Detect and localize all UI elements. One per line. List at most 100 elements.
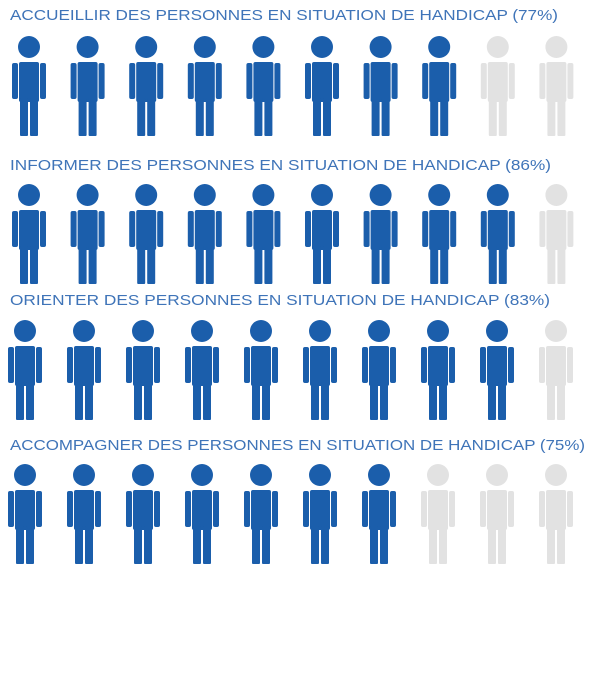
icon-arm <box>70 63 77 99</box>
icon-arm <box>8 347 14 383</box>
icon-arm <box>390 347 396 383</box>
icon-arm <box>422 63 429 99</box>
person-icon <box>480 184 515 284</box>
person-icon <box>185 464 219 564</box>
icon-arm <box>333 211 339 247</box>
icon-arm <box>450 211 457 247</box>
person-icon <box>67 464 101 564</box>
person-icon <box>363 184 398 284</box>
icon-leg <box>85 382 93 420</box>
icon-leg <box>380 526 388 564</box>
icon-arm <box>213 347 219 383</box>
icon-arm <box>480 211 487 247</box>
icon-arm <box>154 347 160 383</box>
icon-leg <box>429 382 437 420</box>
icon-leg <box>262 382 270 420</box>
icon-leg <box>264 98 273 136</box>
icon-leg <box>313 246 321 284</box>
icon-torso <box>546 62 567 102</box>
icon-torso <box>429 210 450 250</box>
icon-head <box>311 184 333 206</box>
icon-arm <box>508 211 515 247</box>
person-icon <box>67 320 101 420</box>
icon-leg <box>557 246 566 284</box>
icon-leg <box>547 526 555 564</box>
icon-arm <box>274 63 281 99</box>
icon-head <box>76 184 99 206</box>
icon-arm <box>480 491 486 527</box>
icon-arm <box>67 491 73 527</box>
icon-head <box>486 184 509 206</box>
icon-arm <box>215 211 222 247</box>
icon-torso <box>251 490 271 530</box>
icon-head <box>18 184 40 206</box>
person-icon <box>244 464 278 564</box>
icon-leg <box>203 526 211 564</box>
icon-arm <box>480 347 486 383</box>
icon-leg <box>547 98 556 136</box>
icon-arm <box>303 347 309 383</box>
icon-arm <box>215 63 222 99</box>
person-icon <box>246 36 281 136</box>
icon-arm <box>187 211 194 247</box>
icon-leg <box>380 382 388 420</box>
person-icon <box>480 320 514 420</box>
icon-arm <box>303 491 309 527</box>
icon-arm <box>95 491 101 527</box>
icon-arm <box>126 347 132 383</box>
icon-torso <box>312 210 332 250</box>
icon-head <box>250 464 272 486</box>
icon-torso <box>253 210 274 250</box>
icon-torso <box>19 62 39 102</box>
icon-torso <box>192 490 212 530</box>
icon-leg <box>75 382 83 420</box>
icon-torso <box>15 346 35 386</box>
person-icon <box>362 320 396 420</box>
icon-leg <box>311 382 319 420</box>
icon-torso <box>487 490 507 530</box>
icon-arm <box>508 63 515 99</box>
icon-torso <box>136 210 157 250</box>
icon-head <box>193 184 216 206</box>
icon-leg <box>311 526 319 564</box>
icon-arm <box>154 491 160 527</box>
icon-leg <box>147 246 156 284</box>
person-icon <box>305 184 339 284</box>
icon-head <box>427 464 449 486</box>
icon-arm <box>129 211 136 247</box>
icon-leg <box>195 246 204 284</box>
icon-arm <box>331 347 337 383</box>
icon-torso <box>546 210 567 250</box>
icon-leg <box>137 246 146 284</box>
icon-head <box>309 320 331 342</box>
person-icon <box>70 36 105 136</box>
icon-head <box>486 320 508 342</box>
icon-arm <box>67 347 73 383</box>
icon-leg <box>88 246 97 284</box>
icon-head <box>428 184 451 206</box>
icon-leg <box>498 98 507 136</box>
person-icon <box>8 464 42 564</box>
icon-head <box>132 464 154 486</box>
icon-arm <box>185 491 191 527</box>
icon-arm <box>40 211 46 247</box>
icon-leg <box>440 246 449 284</box>
person-icon <box>244 320 278 420</box>
row-label: ACCUEILLIR DES PERSONNES EN SITUATION DE… <box>10 7 558 24</box>
row-label: ACCOMPAGNER DES PERSONNES EN SITUATION D… <box>10 437 585 454</box>
icon-leg <box>75 526 83 564</box>
icon-head <box>14 464 36 486</box>
icon-leg <box>381 246 390 284</box>
icon-arm <box>36 347 42 383</box>
icon-arm <box>567 347 573 383</box>
person-icon <box>246 184 281 284</box>
icon-arm <box>539 211 546 247</box>
icon-arm <box>508 491 514 527</box>
icon-arm <box>246 211 253 247</box>
icon-leg <box>557 98 566 136</box>
person-icon <box>12 36 46 136</box>
icon-arm <box>333 63 339 99</box>
icon-torso <box>369 490 389 530</box>
icon-leg <box>371 98 380 136</box>
